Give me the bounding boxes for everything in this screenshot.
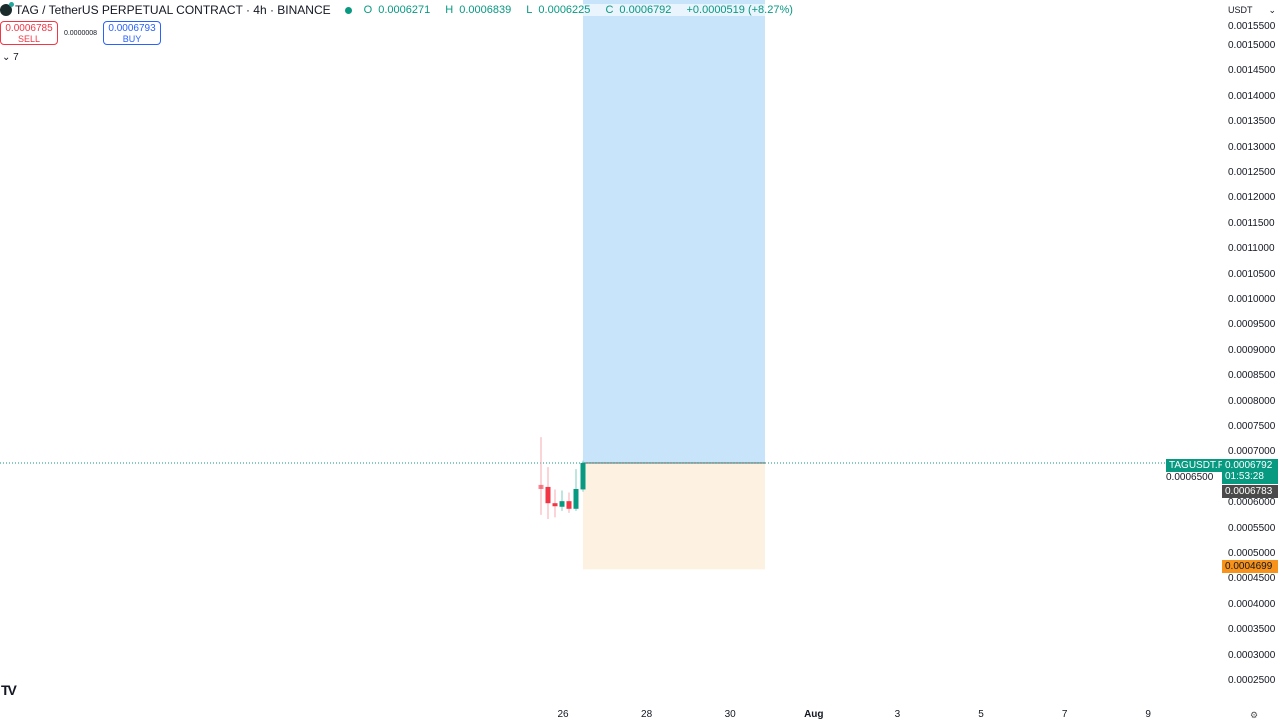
indicators-count: 7 xyxy=(13,52,19,63)
candle-body xyxy=(580,462,586,490)
candle-body xyxy=(559,501,565,507)
time-axis-label: Aug xyxy=(804,709,824,720)
price-axis-label: 0.0003500 xyxy=(1228,624,1276,636)
indicators-toggle[interactable]: ⌄ 7 xyxy=(2,52,19,63)
trade-panel: 0.0006785 SELL 0.0000008 0.0006793 BUY xyxy=(0,21,161,45)
sell-label: SELL xyxy=(17,34,41,44)
candle-body xyxy=(538,484,544,489)
candle-body xyxy=(545,486,551,504)
close-value: 0.0006792 xyxy=(619,4,672,16)
price-axis-label: 0.0007000 xyxy=(1228,446,1276,458)
buy-button[interactable]: 0.0006793 BUY xyxy=(103,21,161,45)
price-axis-label: 0.0015500 xyxy=(1228,21,1276,32)
buy-price: 0.0006793 xyxy=(108,23,156,34)
price-axis-label: 0.0012000 xyxy=(1228,192,1276,204)
time-axis-label: 5 xyxy=(978,709,984,720)
close-label: C xyxy=(605,4,614,16)
candle-body xyxy=(552,503,558,507)
currency-label: USDT xyxy=(1228,5,1253,15)
tradingview-logo[interactable]: TV xyxy=(1,682,17,698)
currency-select[interactable]: USDT ⌄ xyxy=(1224,2,1280,18)
chevron-down-icon: ⌄ xyxy=(2,52,11,63)
price-axis-label: 0.0011000 xyxy=(1228,243,1275,255)
last-price: 0.0006792 xyxy=(1225,460,1273,471)
bid-price-tag: 0.0006783 xyxy=(1222,485,1278,498)
price-axis-label: 0.0013000 xyxy=(1228,141,1276,153)
high-label: H xyxy=(445,4,454,16)
price-axis-label: 0.0008000 xyxy=(1228,395,1276,407)
price-axis-label: 0.0006500 xyxy=(1166,471,1214,483)
sell-button[interactable]: 0.0006785 SELL xyxy=(0,21,58,45)
time-axis-label: 26 xyxy=(557,709,569,720)
buy-label: BUY xyxy=(122,34,142,44)
price-axis-label: 0.0013500 xyxy=(1228,116,1276,128)
price-axis-label: 0.0015000 xyxy=(1228,40,1276,51)
price-axis-label: 0.0004500 xyxy=(1228,573,1276,585)
price-axis-label: 0.0010500 xyxy=(1228,268,1276,280)
position-target-zone[interactable] xyxy=(583,0,765,463)
price-axis-label: 0.0011500 xyxy=(1228,217,1275,229)
chevron-down-icon: ⌄ xyxy=(1268,5,1276,15)
price-axis-label: 0.0006000 xyxy=(1228,497,1276,509)
candle-body xyxy=(566,501,572,509)
bar-countdown: 01:53:28 xyxy=(1225,471,1264,482)
price-axis-label: 0.0010000 xyxy=(1228,294,1276,305)
symbol-header: TAG / TetherUS PERPETUAL CONTRACT · 4h ·… xyxy=(0,2,799,17)
price-axis-label: 0.0002500 xyxy=(1228,675,1276,686)
sell-price: 0.0006785 xyxy=(5,23,53,34)
low-value: 0.0006225 xyxy=(538,4,591,16)
time-axis-label: 3 xyxy=(894,709,901,720)
price-axis-label: 0.0012500 xyxy=(1228,167,1276,178)
time-axis-label: 30 xyxy=(724,709,736,720)
price-axis-label: 0.0003000 xyxy=(1228,649,1276,661)
symbol-tag: TAGUSDT.P xyxy=(1166,459,1228,472)
open-value: 0.0006271 xyxy=(378,4,431,16)
price-axis-label: 0.0005500 xyxy=(1228,522,1276,534)
price-axis-label: 0.0014000 xyxy=(1228,90,1276,102)
symbol-title[interactable]: TAG / TetherUS PERPETUAL CONTRACT · 4h ·… xyxy=(15,3,331,17)
last-price-tag: 0.0006792 01:53:28 xyxy=(1222,459,1278,484)
market-open-icon xyxy=(344,6,352,14)
price-axis-label: 0.0004000 xyxy=(1228,598,1276,610)
price-axis-label: 0.0009500 xyxy=(1228,319,1276,331)
time-axis-label: 9 xyxy=(1145,709,1151,720)
time-axis-label: 7 xyxy=(1061,709,1068,720)
ohlc-values: O 0.0006271 H 0.0006839 L 0.0006225 C 0.0006… xyxy=(363,4,799,16)
low-label: L xyxy=(526,4,533,16)
candles xyxy=(538,437,586,519)
price-axis-label: 0.0009000 xyxy=(1228,344,1276,356)
time-axis-label: 28 xyxy=(641,709,653,720)
change-value: +0.0000519 (+8.27%) xyxy=(686,4,793,16)
high-value: 0.0006839 xyxy=(459,4,512,16)
position-stop-zone[interactable] xyxy=(583,462,765,570)
price-axis-label: 0.0005000 xyxy=(1228,548,1276,559)
stop-price-tag: 0.0004699 xyxy=(1222,560,1278,573)
open-label: O xyxy=(363,4,373,16)
candle-body xyxy=(573,488,579,509)
spread-value: 0.0000008 xyxy=(63,29,98,37)
price-axis-label: 0.0007500 xyxy=(1228,421,1276,432)
settings-icon[interactable]: ⚙ xyxy=(1250,710,1259,720)
symbol-logo-icon xyxy=(0,2,14,16)
price-axis-label: 0.0008500 xyxy=(1228,370,1276,382)
price-axis-label: 0.0014500 xyxy=(1228,65,1276,77)
